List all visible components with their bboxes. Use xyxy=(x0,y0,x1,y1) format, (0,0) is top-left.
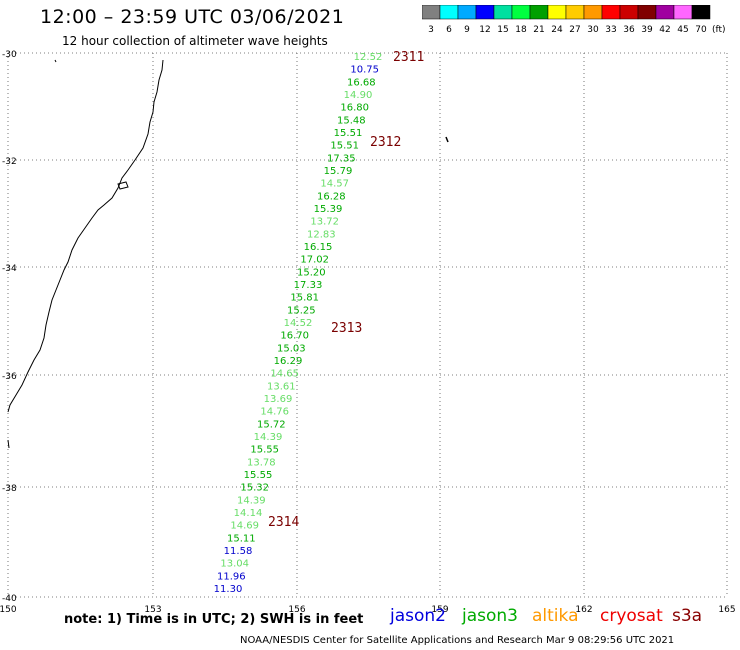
color-scale-legend: 3 6 9 12 15 18 21 24 27 30 33 36 39 42 45 70 (ft) xyxy=(422,5,726,35)
time-label: 2313 xyxy=(331,321,362,336)
satellite-legend-item: jason3 xyxy=(462,606,518,626)
units-note: note: 1) Time is in UTC; 2) SWH is in fe… xyxy=(64,612,364,627)
wave-height-label: 15.20 xyxy=(297,267,326,278)
wave-height-label: 16.70 xyxy=(280,331,309,342)
wave-height-label: 13.61 xyxy=(267,381,296,392)
wave-height-label: 17.33 xyxy=(294,280,323,291)
wave-height-label: 11.30 xyxy=(214,584,243,595)
wave-height-label: 14.39 xyxy=(237,495,266,506)
page-subtitle: 12 hour collection of altimeter wave hei… xyxy=(62,34,328,48)
satellite-legend-item: s3a xyxy=(672,606,703,626)
color-scale-label: 21 xyxy=(533,25,544,35)
wave-height-label: 14.14 xyxy=(234,508,263,519)
color-scale-label: 39 xyxy=(641,25,653,35)
time-label: 2314 xyxy=(268,515,299,530)
color-scale-label: 30 xyxy=(587,25,599,35)
wave-height-label: 15.39 xyxy=(314,204,343,215)
latitude-label: -36 xyxy=(2,372,17,382)
island-mark xyxy=(445,136,449,143)
wave-height-label: 16.15 xyxy=(304,242,333,253)
color-scale-label: 42 xyxy=(659,25,670,35)
wave-height-label: 13.04 xyxy=(220,559,249,570)
wave-height-label: 17.35 xyxy=(327,153,356,164)
color-scale-label: 18 xyxy=(515,25,527,35)
longitude-label: 150 xyxy=(0,605,17,615)
wave-height-label: 13.78 xyxy=(247,457,276,468)
color-scale-label: 24 xyxy=(551,25,563,35)
wave-height-label: 14.52 xyxy=(284,318,313,329)
color-scale-unit: (ft) xyxy=(712,25,726,35)
longitude-label: 165 xyxy=(718,605,735,615)
longitude-label: 156 xyxy=(288,605,305,615)
wave-height-label: 13.69 xyxy=(264,394,293,405)
time-label: 2311 xyxy=(393,50,424,65)
wave-height-label: 15.79 xyxy=(324,166,353,177)
wave-height-label: 16.29 xyxy=(274,356,303,367)
color-scale-label: 15 xyxy=(497,25,508,35)
wave-height-label: 14.65 xyxy=(270,369,299,380)
satellite-legend-item: jason2 xyxy=(390,606,446,626)
wave-height-label: 12.83 xyxy=(307,229,336,240)
map-grid xyxy=(7,52,728,598)
wave-height-label: 16.68 xyxy=(347,77,376,88)
wave-height-label: 15.32 xyxy=(240,483,269,494)
page-title: 12:00 – 23:59 UTC 03/06/2021 xyxy=(40,6,345,28)
longitude-label: 162 xyxy=(575,605,592,615)
wave-height-label: 13.72 xyxy=(310,217,339,228)
longitude-label: 159 xyxy=(431,605,448,615)
wave-height-label: 15.81 xyxy=(290,293,319,304)
wave-height-label: 15.55 xyxy=(244,470,273,481)
wave-height-label: 15.48 xyxy=(337,115,366,126)
color-scale-label: 36 xyxy=(623,25,635,35)
wave-height-label: 14.39 xyxy=(254,432,283,443)
color-scale-label: 70 xyxy=(695,25,707,35)
wave-height-label: 15.51 xyxy=(330,141,359,152)
time-labels: 2311 2312 2313 2314 xyxy=(268,50,424,530)
satellite-legend-item: cryosat xyxy=(600,606,663,626)
wave-height-label: 15.03 xyxy=(277,343,306,354)
wave-height-label: 17.02 xyxy=(300,255,329,266)
wave-height-label: 15.25 xyxy=(287,305,316,316)
wave-height-label: 15.11 xyxy=(227,533,256,544)
wave-height-label: 14.57 xyxy=(320,179,349,190)
wave-height-label: 14.76 xyxy=(260,407,289,418)
satellite-legend-item: altika xyxy=(532,606,579,626)
color-scale-label: 3 xyxy=(428,25,434,35)
longitude-labels: 150 153 156 159 162 165 xyxy=(0,605,736,615)
longitude-label: 153 xyxy=(144,605,161,615)
credit-line: NOAA/NESDIS Center for Satellite Applica… xyxy=(240,635,675,646)
color-scale-label: 12 xyxy=(479,25,490,35)
color-scale-label: 6 xyxy=(446,25,452,35)
latitude-label: -32 xyxy=(2,157,17,167)
coastline xyxy=(7,59,164,413)
wave-height-label: 10.75 xyxy=(350,65,379,76)
color-scale-label: 33 xyxy=(605,25,616,35)
wave-height-label: 11.96 xyxy=(217,571,246,582)
wave-height-label: 16.28 xyxy=(317,191,346,202)
wave-height-label: 14.69 xyxy=(230,521,259,532)
wave-height-label: 11.58 xyxy=(224,546,253,557)
latitude-labels: -30 -32 -34 -36 -38 -40 xyxy=(2,50,17,604)
latitude-label: -30 xyxy=(2,50,17,60)
wave-height-label: 15.51 xyxy=(334,128,363,139)
latitude-label: -38 xyxy=(2,484,17,494)
wave-height-label: 12.52 xyxy=(354,52,383,63)
coastline-islet xyxy=(117,181,129,190)
coastline-fragment xyxy=(7,439,10,449)
color-swatch xyxy=(691,5,711,20)
color-scale-label: 45 xyxy=(677,25,688,35)
color-scale-label: 27 xyxy=(569,25,580,35)
latitude-label: -34 xyxy=(2,264,17,274)
coast-tick xyxy=(54,59,57,63)
wave-height-label: 15.72 xyxy=(257,419,286,430)
wave-height-label: 15.55 xyxy=(250,445,279,456)
latitude-label: -40 xyxy=(2,594,17,604)
time-label: 2312 xyxy=(370,135,401,150)
color-scale-label: 9 xyxy=(464,25,470,35)
wave-height-label: 16.80 xyxy=(340,103,369,114)
wave-height-label: 14.90 xyxy=(344,90,373,101)
